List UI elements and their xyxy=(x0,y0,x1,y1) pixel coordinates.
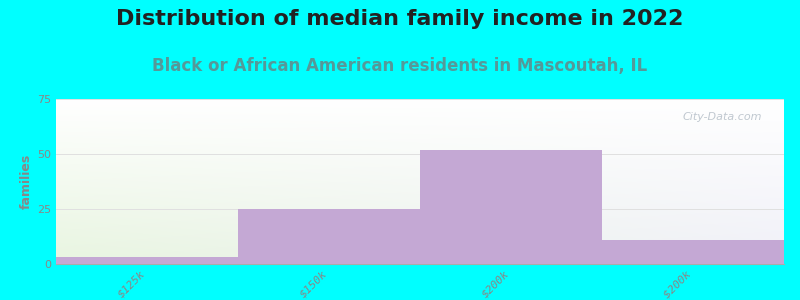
Text: City-Data.com: City-Data.com xyxy=(682,112,762,122)
Bar xyxy=(602,240,784,264)
Text: Black or African American residents in Mascoutah, IL: Black or African American residents in M… xyxy=(152,57,648,75)
Text: Distribution of median family income in 2022: Distribution of median family income in … xyxy=(116,9,684,29)
Y-axis label: families: families xyxy=(20,154,33,209)
Bar xyxy=(56,257,238,264)
Bar xyxy=(238,209,420,264)
Bar xyxy=(420,150,602,264)
